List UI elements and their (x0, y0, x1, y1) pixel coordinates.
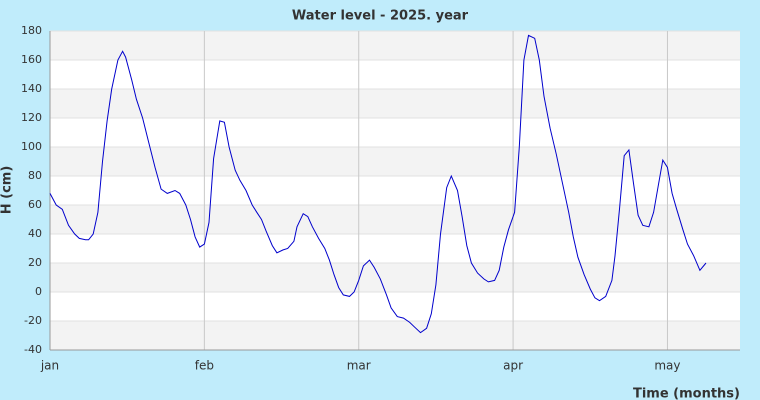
band (50, 89, 740, 118)
band (50, 263, 740, 292)
y-tick-label: 160 (21, 53, 42, 66)
x-tick-label: mar (347, 359, 371, 373)
band (50, 31, 740, 60)
band (50, 205, 740, 234)
y-tick-label: -20 (24, 314, 42, 327)
y-tick-label: 100 (21, 140, 42, 153)
y-tick-label: 80 (28, 169, 42, 182)
y-tick-label: 40 (28, 227, 42, 240)
y-axis-label: H (cm) (0, 166, 15, 215)
data-line (49, 34, 707, 334)
x-tick-label: jan (40, 359, 59, 373)
band (50, 321, 740, 350)
y-tick-label: 20 (28, 256, 42, 269)
plot-area (50, 31, 740, 350)
y-tick-label: 0 (35, 285, 42, 298)
x-tick-label: feb (195, 359, 214, 373)
y-tick-label: 60 (28, 198, 42, 211)
y-tick-label: 120 (21, 111, 42, 124)
y-tick-label: -40 (24, 343, 42, 356)
chart-title: Water level - 2025. year (292, 9, 469, 24)
x-tick-label: apr (503, 359, 523, 373)
y-tick-label: 140 (21, 82, 42, 95)
x-axis-label: Time (months) (633, 387, 740, 400)
x-tick-label: may (654, 359, 680, 373)
band (50, 147, 740, 176)
y-tick-label: 180 (21, 24, 42, 37)
